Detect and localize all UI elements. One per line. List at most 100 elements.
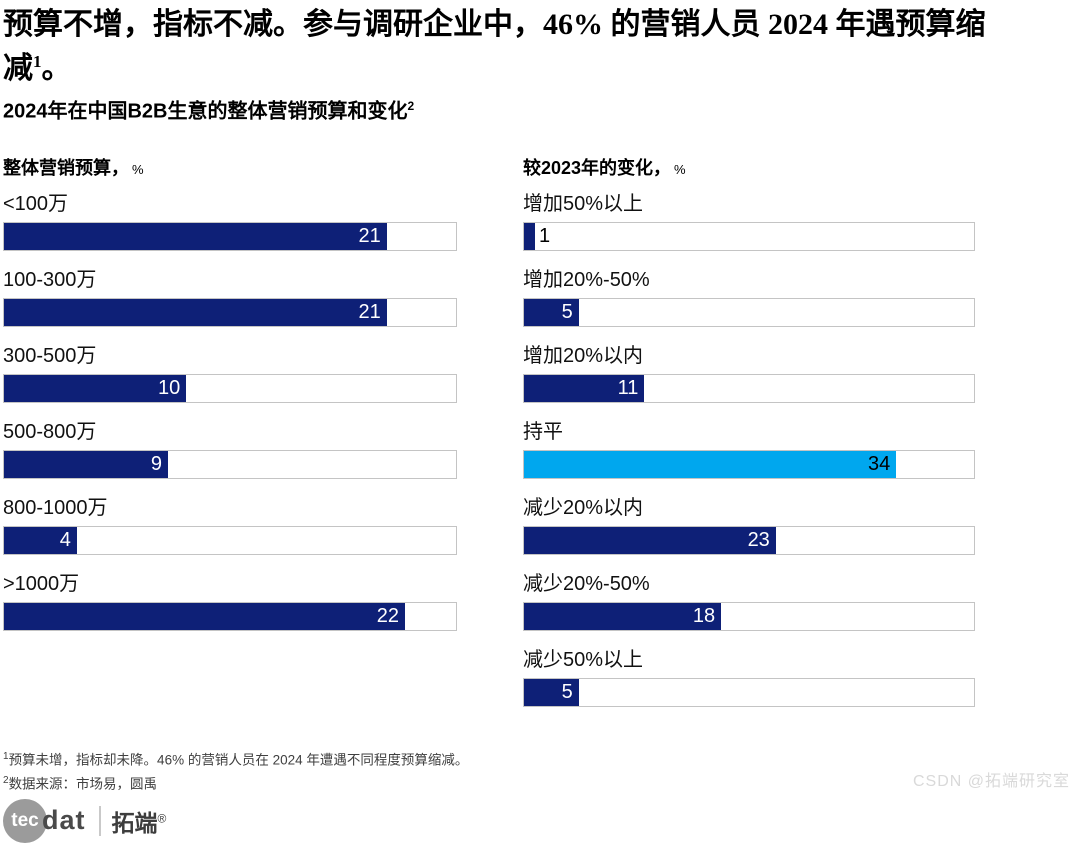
bar-track: 5 xyxy=(523,297,975,327)
category-label: 减少50%以上 xyxy=(523,648,644,671)
footnote-2-text: 数据来源：市场易，圆禹 xyxy=(8,776,158,792)
title-line1: 预算不增，指标不减。参与调研企业中，46% 的营销人员 2024 年遇预算缩 xyxy=(3,8,986,41)
watermark: CSDN @拓端研究室 xyxy=(912,773,1070,790)
bar-value-label: 21 xyxy=(358,300,381,323)
bar-track: 23 xyxy=(523,525,975,555)
bar-row: >1000万 22 xyxy=(3,573,457,631)
bar-track: 22 xyxy=(3,601,457,631)
bar-fill: 5 xyxy=(524,678,579,706)
bar-rows: 增加50%以上 1 增加20%-50% 5 增加20%以内 11 持平 34 减少20%以内 23… xyxy=(523,193,975,707)
bar-fill xyxy=(524,222,535,250)
column-header-text: 较2023年的变化， xyxy=(523,157,672,178)
title-line2: 减 xyxy=(3,52,33,85)
bar-fill: 22 xyxy=(4,602,405,630)
bar-fill: 10 xyxy=(4,374,187,402)
bar-value-label: 34 xyxy=(868,452,891,475)
bar-row: 减少20%-50% 18 xyxy=(523,573,975,631)
category-label: 500-800万 xyxy=(3,420,97,443)
bar-row: 增加20%-50% 5 xyxy=(523,269,975,327)
bar-row: 800-1000万 4 xyxy=(3,497,457,555)
brand-bar: tec dat 拓端® xyxy=(3,798,1072,843)
chart-change-vs-2023: 较2023年的变化，% 增加50%以上 1 增加20%-50% 5 增加20%以内 11 持… xyxy=(523,157,975,725)
bar-row: 100-300万 21 xyxy=(3,269,457,327)
bar-track: 21 xyxy=(3,297,457,327)
bar-value-label: 23 xyxy=(747,528,770,551)
bar-value-label: 18 xyxy=(692,604,716,627)
footnote-1-marker: 1 xyxy=(3,750,9,762)
category-label: 增加20%以内 xyxy=(523,344,644,367)
bar-track: 1 xyxy=(523,221,975,251)
chart-title: 2024年在中国B2B生意的整体营销预算和变化2 xyxy=(3,95,1072,123)
chart-column-header: 整体营销预算，% xyxy=(3,157,457,181)
bar-value-label: 21 xyxy=(358,224,381,247)
bar-track: 11 xyxy=(523,373,975,403)
bar-fill: 4 xyxy=(4,526,77,554)
category-label: 持平 xyxy=(523,420,563,443)
bar-fill: 23 xyxy=(524,526,776,554)
bar-track: 10 xyxy=(3,373,457,403)
brand-name: 拓端® xyxy=(112,804,167,838)
bar-fill: 9 xyxy=(4,450,169,478)
column-header-text: 整体营销预算， xyxy=(3,157,129,178)
tecdat-logo-text: dat xyxy=(42,805,86,836)
bar-row: <100万 21 xyxy=(3,193,457,251)
bar-row: 增加20%以内 11 xyxy=(523,345,975,403)
bar-fill: 18 xyxy=(524,602,722,630)
bar-value-label: 11 xyxy=(617,376,639,399)
chart-overall-budget: 整体营销预算，% <100万 21 100-300万 21 300-500万 10 500-… xyxy=(3,157,457,725)
footnote-1-text: 预算未增，指标却未降。46% 的营销人员在 2024 年遭遇不同程度预算缩减。 xyxy=(8,752,469,768)
chart-column-header: 较2023年的变化，% xyxy=(523,157,975,181)
bar-row: 减少20%以内 23 xyxy=(523,497,975,555)
bar-fill: 21 xyxy=(4,298,387,326)
bar-track: 9 xyxy=(3,449,457,479)
bar-fill: 34 xyxy=(524,450,897,478)
bar-row: 500-800万 9 xyxy=(3,421,457,479)
tecdat-logo-icon: tec xyxy=(3,798,47,843)
title-footnote-marker: 1 xyxy=(33,52,42,71)
charts-container: 整体营销预算，% <100万 21 100-300万 21 300-500万 10 500-… xyxy=(3,157,1072,725)
bar-row: 300-500万 10 xyxy=(3,345,457,403)
category-label: 增加50%以上 xyxy=(523,192,644,215)
bar-rows: <100万 21 100-300万 21 300-500万 10 500-800万 9 800-… xyxy=(3,193,457,631)
chart-title-text: 2024年在中国B2B生意的整体营销预算和变化 xyxy=(3,100,408,123)
column-header-unit: % xyxy=(132,161,144,177)
chart-title-footnote-marker: 2 xyxy=(407,99,415,113)
bar-track: 34 xyxy=(523,449,975,479)
bar-value-label: 5 xyxy=(561,680,573,703)
bar-track: 18 xyxy=(523,601,975,631)
bar-fill: 5 xyxy=(524,298,579,326)
bar-value-label: 9 xyxy=(150,452,163,475)
category-label: 减少20%以内 xyxy=(523,496,644,519)
footnote-2: 2数据来源：市场易，圆禹 xyxy=(3,772,1072,793)
bar-track: 4 xyxy=(3,525,457,555)
category-label: >1000万 xyxy=(3,572,80,595)
bar-fill: 21 xyxy=(4,222,387,250)
category-label: 100-300万 xyxy=(3,268,97,291)
bar-row: 持平 34 xyxy=(523,421,975,479)
category-label: 减少20%-50% xyxy=(523,572,650,595)
registered-mark: ® xyxy=(157,811,167,825)
footnote-1: 1预算未增，指标却未降。46% 的营销人员在 2024 年遭遇不同程度预算缩减。 xyxy=(3,748,1072,769)
bar-track: 21 xyxy=(3,221,457,251)
footnote-2-marker: 2 xyxy=(3,775,9,787)
category-label: 800-1000万 xyxy=(3,496,108,519)
bar-value-label: 10 xyxy=(158,376,181,399)
bar-row: 减少50%以上 5 xyxy=(523,649,975,707)
bar-value-label: 4 xyxy=(59,528,71,551)
category-label: 300-500万 xyxy=(3,344,97,367)
logo-divider xyxy=(98,805,101,836)
column-header-unit: % xyxy=(674,161,686,177)
bar-track: 5 xyxy=(523,677,975,707)
title-line2-end: 。 xyxy=(41,52,72,85)
bar-row: 增加50%以上 1 xyxy=(523,193,975,251)
bar-value-label: 1 xyxy=(538,224,551,247)
brand-name-text: 拓端 xyxy=(111,809,158,836)
bar-fill: 11 xyxy=(524,374,645,402)
footnotes: 1预算未增，指标却未降。46% 的营销人员在 2024 年遭遇不同程度预算缩减。… xyxy=(3,748,1072,793)
bar-value-label: 5 xyxy=(561,300,573,323)
bar-value-label: 22 xyxy=(376,604,399,627)
category-label: <100万 xyxy=(3,192,69,215)
page-title: 预算不增，指标不减。参与调研企业中，46% 的营销人员 2024 年遇预算缩 减1… xyxy=(3,6,1072,87)
category-label: 增加20%-50% xyxy=(523,268,650,291)
